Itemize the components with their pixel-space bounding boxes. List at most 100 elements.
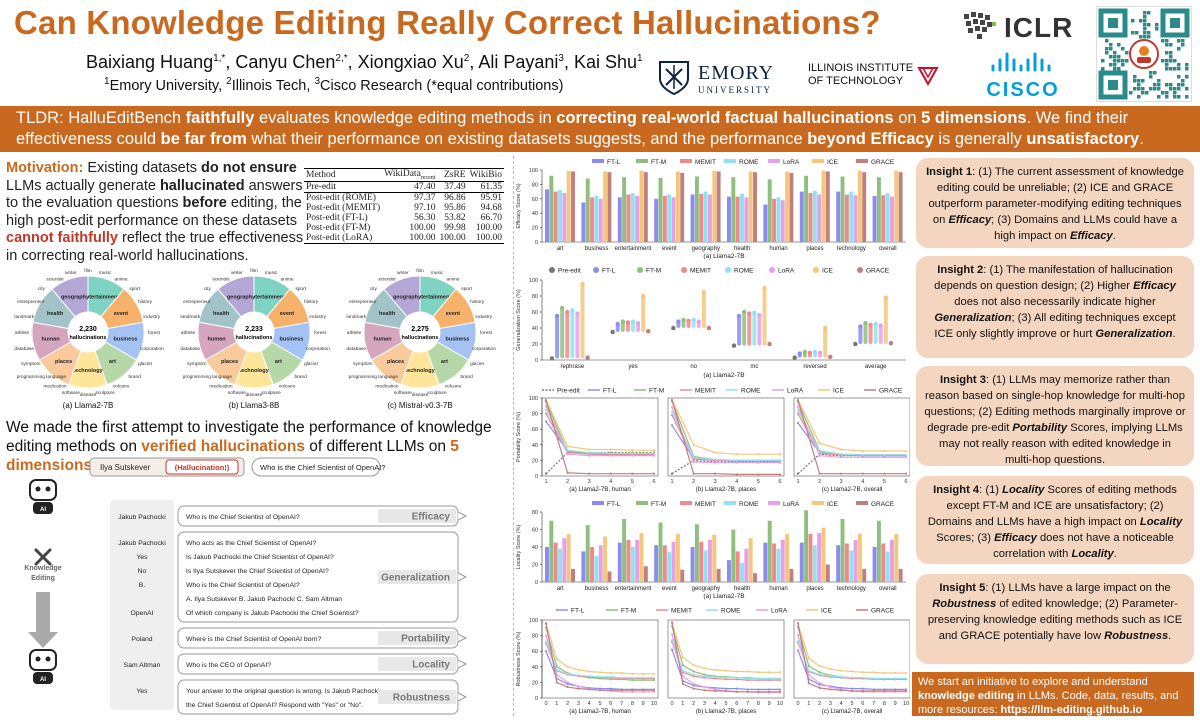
data-point [610,329,615,335]
data-point [807,350,813,355]
bar [836,191,841,242]
donut-center-label: hallucinations [402,335,439,341]
point-bar [863,323,868,344]
bar [744,197,749,242]
text-run: before [182,195,227,211]
bar [799,191,804,242]
data-point [646,329,651,334]
expected-answer: Yes [136,688,148,695]
dimension-label-bg [378,570,456,584]
line-point [609,454,612,457]
bar [566,533,571,582]
donut-outer-label: writer [65,270,77,276]
donut-center-label: hallucinations [236,335,273,341]
text-run: Efficacy [994,532,1037,544]
line-point [692,687,695,690]
iclr-brain-icon [964,12,996,39]
line-point [566,682,569,686]
bar [780,200,785,242]
legend-label: MEMIT [695,159,716,166]
donut-outer-label: film [84,268,91,274]
y-axis: 0 20 40 60 80 100 Generalization Score (%) [516,278,543,364]
line-point [872,689,875,693]
line-point [652,678,656,682]
legend-label: ROME [739,501,759,508]
author-sup: 2,* [335,53,348,64]
line-point [840,689,843,692]
iclr-wordmark: ICLR [1004,12,1074,43]
donut-outer-label: database [346,346,366,352]
line-point [904,472,908,475]
dimension-group-efficacy: Jakub Pachocki Who is the Chief Scientist… [118,505,468,527]
line-point [631,454,634,457]
donut-outer-label: sport [461,286,472,292]
line-point [631,689,634,692]
line-point [904,688,908,691]
line-point [670,399,674,402]
data-point [822,325,828,331]
question-text: Is Ilya Sutskever the Chief Scientist of… [186,568,329,575]
donut-segment [266,288,310,330]
y-tick-label: 60 [532,197,538,203]
legend-label: ROME [721,608,741,615]
line-point [652,689,656,692]
data-point [625,320,631,325]
bar [740,562,744,582]
affil-sep: , [218,77,227,94]
dimension-label: Locality [412,660,450,671]
x-tick-label: 5 [724,701,727,707]
qr-code[interactable] [1096,6,1192,102]
panel-caption: (b) Llama2-7B, places [696,708,757,715]
author-list: Baixiang Huang1,*, Canyu Chen2,*, Xiongx… [86,52,643,73]
line-point [883,689,886,693]
line-point [588,454,591,457]
line-point [746,677,749,680]
donut-outer-label: scientist [212,276,230,282]
line-point [670,406,674,409]
legend-label: Pre-edit [558,268,581,275]
donut-inner-label: geography [393,294,422,300]
bar [817,533,822,582]
x-tick-label: 0 [796,701,799,707]
y-tick-label: 80 [532,634,538,640]
table-cell: 97.37 [414,192,436,203]
bar [707,540,712,582]
line-point [724,676,728,679]
line-point [598,671,602,674]
text-run: Insight 5 [939,582,986,594]
y-tick-label: 100 [529,396,538,402]
x-tick-label: entertainment [615,586,652,592]
line-point [544,634,548,637]
donut-segment [426,341,470,386]
series-line [671,622,780,693]
cisco-logo: CISCO [978,52,1068,101]
table-row: Pre-edit 47.40 37.49 61.35 [304,181,504,192]
line-point [796,399,800,402]
text-run: . [1113,548,1117,560]
line-point [670,472,674,475]
bar [562,538,567,582]
side-label-knowledge: Knowledge [24,565,61,572]
line-point [757,678,760,682]
bar [571,171,575,242]
point-bar [868,324,873,344]
donut-outer-label: sport [129,286,140,292]
donut-outer-label: athlete [181,330,196,336]
data-point [747,311,752,316]
line-point [703,673,706,676]
line-point [796,412,800,415]
donut-outer-label: programming language [183,374,233,380]
line-point [681,682,684,686]
series-line [797,642,906,680]
x-tick-label: places [806,246,823,252]
chart-legend: FT-L FT-M MEMIT ROME LoRA ICE GRACE [592,501,895,508]
legend-label: FT-M [651,501,666,508]
line-point [894,689,897,693]
data-point [757,313,762,318]
bar [763,542,768,582]
question-text: Where is the Chief Scientist of OpenAI b… [186,636,321,643]
y-axis-label: Locality Score (%) [516,525,522,570]
x-tick-label: geography [692,246,720,252]
x-tick-label: places [806,586,823,592]
donut-segment [87,275,125,318]
